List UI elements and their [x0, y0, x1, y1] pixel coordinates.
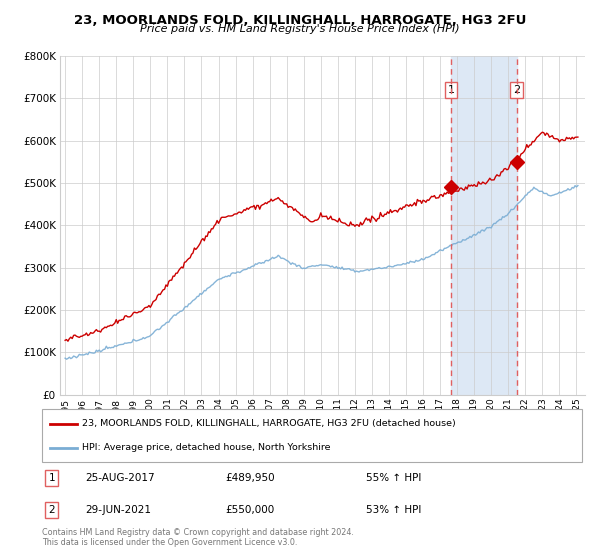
Text: 25-AUG-2017: 25-AUG-2017	[85, 473, 155, 483]
Text: £489,950: £489,950	[226, 473, 275, 483]
Text: 1: 1	[49, 473, 55, 483]
Text: 1: 1	[448, 85, 455, 95]
FancyBboxPatch shape	[42, 409, 582, 462]
Text: HPI: Average price, detached house, North Yorkshire: HPI: Average price, detached house, Nort…	[83, 443, 331, 452]
Text: Contains HM Land Registry data © Crown copyright and database right 2024.
This d: Contains HM Land Registry data © Crown c…	[42, 528, 354, 547]
Text: 2: 2	[513, 85, 520, 95]
Text: 53% ↑ HPI: 53% ↑ HPI	[366, 505, 421, 515]
Text: 29-JUN-2021: 29-JUN-2021	[85, 505, 151, 515]
Text: Price paid vs. HM Land Registry's House Price Index (HPI): Price paid vs. HM Land Registry's House …	[140, 24, 460, 34]
Bar	[451, 56, 517, 395]
Text: 23, MOORLANDS FOLD, KILLINGHALL, HARROGATE, HG3 2FU: 23, MOORLANDS FOLD, KILLINGHALL, HARROGA…	[74, 14, 526, 27]
Text: £550,000: £550,000	[226, 505, 275, 515]
Text: 2: 2	[49, 505, 55, 515]
Text: 23, MOORLANDS FOLD, KILLINGHALL, HARROGATE, HG3 2FU (detached house): 23, MOORLANDS FOLD, KILLINGHALL, HARROGA…	[83, 419, 456, 428]
Text: 55% ↑ HPI: 55% ↑ HPI	[366, 473, 421, 483]
